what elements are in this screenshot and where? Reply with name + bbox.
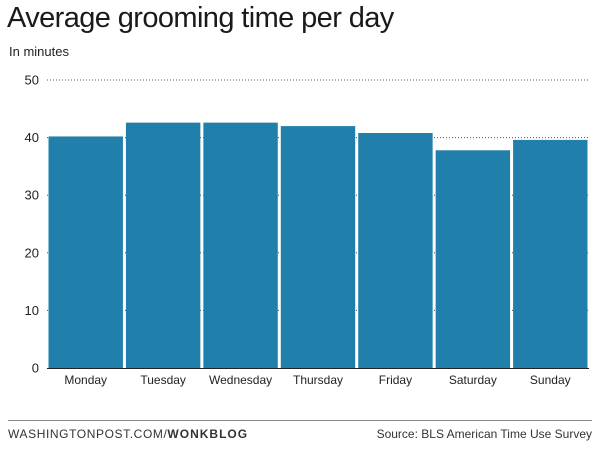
x-tick-label-thursday: Thursday bbox=[293, 373, 343, 387]
x-tick-label-friday: Friday bbox=[379, 373, 412, 387]
footer-source: Source: BLS American Time Use Survey bbox=[376, 427, 592, 441]
bar-sunday bbox=[513, 139, 588, 368]
footer-site: WASHINGTONPOST.COM/ bbox=[8, 427, 168, 441]
bar-monday bbox=[48, 136, 123, 368]
x-tick-label-sunday: Sunday bbox=[530, 373, 571, 387]
y-tick-label-40: 40 bbox=[25, 130, 39, 145]
y-tick-label-30: 30 bbox=[25, 188, 39, 203]
y-tick-label-20: 20 bbox=[25, 245, 39, 260]
y-tick-label-10: 10 bbox=[25, 303, 39, 318]
y-tick-label-0: 0 bbox=[32, 361, 39, 376]
chart-title: Average grooming time per day bbox=[7, 2, 394, 34]
x-tick-label-tuesday: Tuesday bbox=[140, 373, 186, 387]
bar-saturday bbox=[435, 150, 511, 368]
chart-subtitle: In minutes bbox=[9, 44, 69, 59]
footer-credit: WASHINGTONPOST.COM/WONKBLOG bbox=[8, 427, 248, 441]
bar-wednesday bbox=[203, 122, 278, 369]
footer-section: WONKBLOG bbox=[167, 427, 249, 441]
bar-thursday bbox=[280, 126, 356, 368]
bar-tuesday bbox=[125, 122, 201, 369]
x-tick-label-saturday: Saturday bbox=[449, 373, 497, 387]
x-tick-label-wednesday: Wednesday bbox=[209, 373, 272, 387]
y-tick-label-50: 50 bbox=[25, 73, 39, 88]
bar-chart: 0 10 20 30 40 50 Monday Tuesday Wednesday Thursda… bbox=[25, 73, 589, 387]
bar-friday bbox=[358, 132, 433, 368]
x-tick-label-monday: Monday bbox=[64, 373, 107, 387]
footer-divider bbox=[8, 420, 592, 421]
